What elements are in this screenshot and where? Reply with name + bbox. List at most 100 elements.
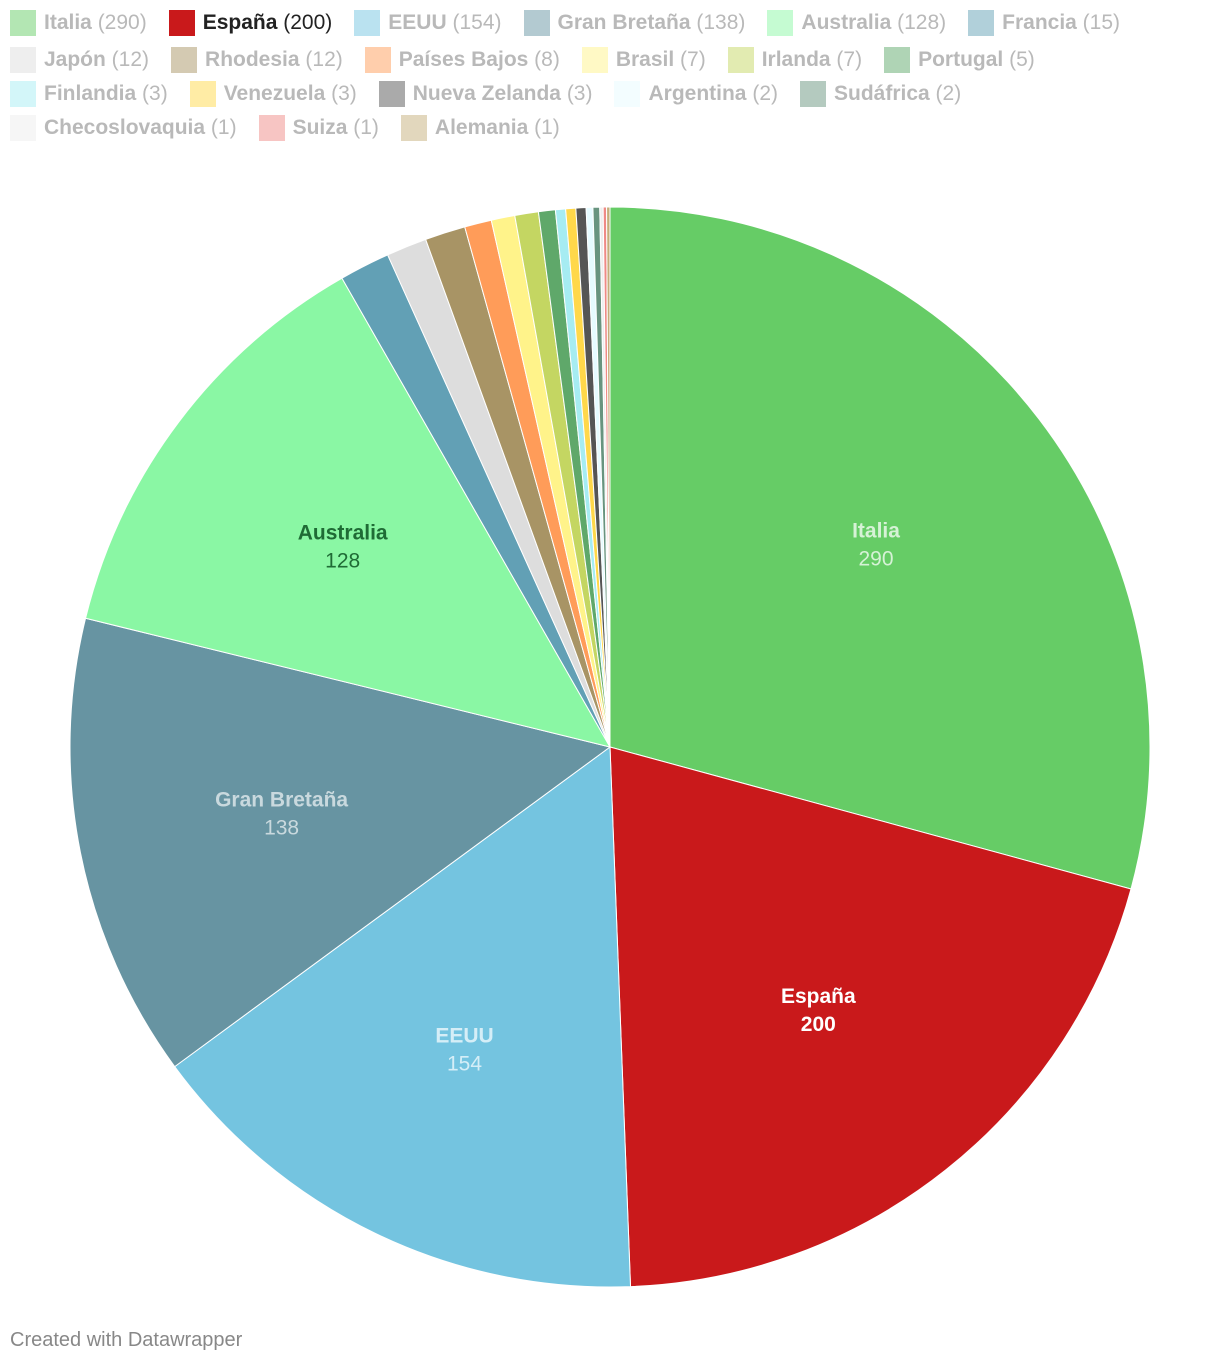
legend-item-nueva-zelanda: Nueva Zelanda (3) (378, 81, 593, 107)
legend-label: Finlandia (3) (44, 81, 168, 107)
legend-name: Gran Bretaña (557, 11, 691, 34)
legend-value: (128) (891, 11, 947, 34)
legend-label: España (200) (203, 10, 333, 36)
legend-item-suiza: Suiza (1) (258, 115, 379, 141)
legend-value: (1) (205, 116, 237, 139)
legend-name: Portugal (918, 48, 1004, 71)
legend-swatch (10, 10, 36, 36)
pie-slices (69, 206, 1151, 1288)
pie-slice-gran-bretana (69, 617, 612, 1068)
legend-value: (3) (136, 82, 168, 105)
legend-item-checoslovaquia: Checoslovaquia (1) (10, 115, 237, 141)
legend-swatch (10, 81, 36, 107)
legend-value: (5) (1003, 48, 1035, 71)
legend-value: (3) (560, 82, 593, 105)
legend-value: (7) (830, 48, 863, 71)
legend-name: Alemania (434, 116, 529, 139)
legend-swatch (10, 47, 36, 73)
legend-value: (154) (446, 11, 502, 34)
slice-label-value: 138 (264, 816, 299, 839)
legend-swatch (364, 47, 391, 73)
legend-value: (8) (528, 48, 560, 71)
legend-value: (12) (105, 48, 150, 71)
legend-swatch (354, 10, 381, 36)
legend-label: Portugal (5) (918, 47, 1035, 73)
legend-item-portugal: Portugal (5) (884, 47, 1035, 73)
legend-swatch (171, 47, 198, 73)
pie-slice-italia (609, 206, 1151, 890)
legend-name: Suiza (292, 116, 348, 139)
legend-label: Sudáfrica (2) (834, 81, 961, 107)
slice-label-italia: Italia 290 (852, 520, 900, 571)
legend-swatch (189, 81, 216, 107)
legend-item-australia: Australia (128) (767, 10, 946, 36)
legend-label: Suiza (1) (293, 115, 379, 141)
credit-text: Created with Datawrapper (10, 1329, 243, 1351)
legend-item-rhodesia: Rhodesia (12) (171, 47, 343, 73)
legend-label: Irlanda (7) (762, 47, 862, 73)
legend-item-irlanda: Irlanda (7) (727, 47, 862, 73)
slice-label-value: 154 (447, 1053, 482, 1076)
legend-label: Italia (290) (44, 10, 147, 36)
legend-item-italia: Italia (290) (10, 10, 147, 36)
legend-item-finlandia: Finlandia (3) (10, 81, 168, 107)
legend-value: (2) (929, 82, 962, 105)
slice-label-name: Australia (298, 521, 388, 544)
legend-name: Países Bajos (398, 48, 529, 71)
slice-label-gran-bretana: Gran Bretaña 138 (215, 788, 348, 839)
pie-slice-australia (84, 277, 612, 748)
legend-swatch (614, 81, 641, 107)
slice-label-name: Gran Bretaña (215, 788, 348, 811)
legend-name: EEUU (388, 11, 447, 34)
legend-label: Argentina (2) (648, 81, 778, 107)
legend-name: Sudáfrica (834, 82, 930, 105)
legend-name: Checoslovaquia (44, 116, 206, 139)
legend-label: Venezuela (3) (224, 81, 357, 107)
pie-slice-espana (609, 746, 1132, 1288)
legend-item-gran-bretana: Gran Bretaña (138) (523, 10, 746, 36)
legend-item-argentina: Argentina (2) (614, 81, 778, 107)
pie-labels: Italia 290 España 200 EEUU 154 Gran Bretaña 138… (215, 520, 900, 1076)
legend-item-espana: España (200) (168, 10, 333, 36)
legend-name: España (202, 11, 278, 34)
legend-label: Nueva Zelanda (3) (413, 81, 593, 107)
slice-label-value: 200 (801, 1013, 836, 1036)
legend-value: (7) (674, 48, 706, 71)
legend-value: (1) (347, 116, 379, 139)
legend-swatch (767, 10, 794, 36)
legend-swatch (378, 81, 405, 107)
slice-label-name: EEUU (435, 1025, 493, 1048)
legend-label: Australia (128) (801, 10, 946, 36)
legend-name: Australia (801, 11, 892, 34)
legend-name: Italia (44, 11, 92, 34)
legend-item-sudafrica: Sudáfrica (2) (800, 81, 961, 107)
slice-label-name: Italia (852, 520, 900, 543)
legend-value: (138) (690, 11, 746, 34)
legend-label: EEUU (154) (388, 10, 501, 36)
legend-value: (3) (325, 82, 357, 105)
legend-value: (1) (528, 116, 560, 139)
legend-name: Japón (44, 48, 106, 71)
legend-swatch (400, 115, 427, 141)
slice-label-value: 290 (858, 548, 893, 571)
legend-name: Brasil (615, 48, 675, 71)
legend-swatch (523, 10, 550, 36)
legend-name: Francia (1002, 11, 1077, 34)
legend-name: Venezuela (223, 82, 326, 105)
legend-swatch (727, 47, 754, 73)
legend-swatch (884, 47, 911, 73)
legend-item-japon: Japón (12) (10, 47, 149, 73)
legend-swatch (581, 47, 608, 73)
legend-swatch (968, 10, 995, 36)
legend-item-francia: Francia (15) (968, 10, 1120, 36)
legend-item-eeuu: EEUU (154) (354, 10, 502, 36)
legend-value: (200) (277, 11, 333, 34)
legend-value: (290) (91, 11, 147, 34)
slice-label-name: España (781, 985, 856, 1008)
legend-swatch (800, 81, 826, 107)
slice-label-value: 128 (325, 549, 360, 572)
legend-label: Rhodesia (12) (205, 47, 343, 73)
legend-label: Alemania (1) (435, 115, 560, 141)
slice-label-espana: España 200 (781, 985, 856, 1036)
legend-name: Irlanda (761, 48, 831, 71)
